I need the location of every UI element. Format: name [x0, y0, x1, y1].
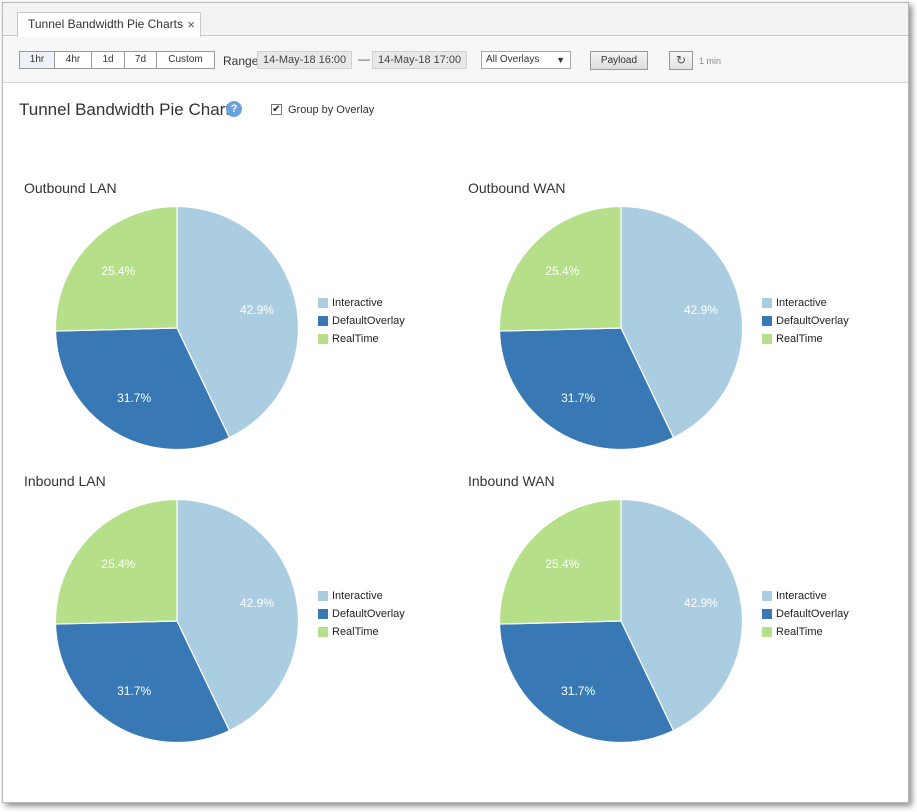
- slice-value-label: 31.7%: [117, 391, 151, 405]
- help-icon[interactable]: ?: [226, 101, 242, 117]
- pie-slice-interactive[interactable]: [176, 205, 300, 439]
- legend-item-interactive[interactable]: Interactive: [762, 587, 872, 605]
- slice-value-label: 31.7%: [117, 684, 151, 698]
- legend-label: Interactive: [776, 590, 827, 602]
- pie-slice-defaultoverlay[interactable]: [54, 327, 231, 451]
- time-button-7d[interactable]: 7d: [125, 51, 157, 69]
- chart-title-inbound-lan: Inbound LAN: [24, 473, 106, 489]
- pie-chart-inbound-wan: 42.9% 31.7% 25.4%: [498, 498, 744, 744]
- legend-swatch: [762, 627, 772, 637]
- legend-item-realtime[interactable]: RealTime: [318, 623, 428, 641]
- time-button-1hr[interactable]: 1hr: [19, 51, 55, 69]
- tab-label: Tunnel Bandwidth Pie Charts: [28, 17, 183, 31]
- pie-chart-outbound-lan: 42.9% 31.7% 25.4%: [54, 205, 300, 451]
- legend-swatch: [318, 334, 328, 344]
- refresh-interval: 1 min: [699, 56, 722, 66]
- slice-value-label: 25.4%: [101, 264, 135, 278]
- pie-slice-realtime[interactable]: [498, 205, 622, 332]
- toolbar: 1hr 4hr 1d 7d Custom Range 14-May-18 16:…: [3, 37, 908, 83]
- chevron-down-icon: ▼: [556, 55, 565, 65]
- legend-inbound-lan: Interactive DefaultOverlay RealTime: [318, 587, 428, 641]
- time-button-custom[interactable]: Custom: [157, 51, 215, 69]
- pie-slice-interactive[interactable]: [620, 498, 744, 732]
- legend-swatch: [318, 627, 328, 637]
- legend-item-realtime[interactable]: RealTime: [762, 623, 872, 641]
- legend-item-defaultoverlay[interactable]: DefaultOverlay: [762, 312, 872, 330]
- time-button-4hr[interactable]: 4hr: [55, 51, 92, 69]
- legend-label: RealTime: [332, 626, 379, 638]
- group-by-overlay-label: Group by Overlay: [288, 104, 375, 116]
- tab-bar: Tunnel Bandwidth Pie Charts ×: [3, 3, 908, 37]
- pie-slice-defaultoverlay[interactable]: [498, 327, 675, 451]
- legend-label: Interactive: [776, 297, 827, 309]
- pie-chart-outbound-wan: 42.9% 31.7% 25.4%: [498, 205, 744, 451]
- legend-item-interactive[interactable]: Interactive: [318, 587, 428, 605]
- slice-value-label: 42.9%: [684, 596, 718, 610]
- overlay-select[interactable]: All Overlays ▼: [481, 51, 571, 69]
- legend-inbound-wan: Interactive DefaultOverlay RealTime: [762, 587, 872, 641]
- legend-label: DefaultOverlay: [776, 608, 849, 620]
- pie-slice-defaultoverlay[interactable]: [54, 620, 231, 744]
- legend-label: DefaultOverlay: [332, 608, 405, 620]
- legend-label: RealTime: [776, 626, 823, 638]
- overlay-select-value: All Overlays: [486, 54, 540, 65]
- tab-tunnel-bandwidth[interactable]: Tunnel Bandwidth Pie Charts ×: [17, 12, 201, 37]
- legend-swatch: [318, 591, 328, 601]
- pie-chart-inbound-lan: 42.9% 31.7% 25.4%: [54, 498, 300, 744]
- legend-item-defaultoverlay[interactable]: DefaultOverlay: [318, 312, 428, 330]
- pie-slice-interactive[interactable]: [620, 205, 744, 439]
- legend-swatch: [762, 609, 772, 619]
- range-start-field[interactable]: 14-May-18 16:00: [257, 51, 353, 69]
- range-end-field[interactable]: 14-May-18 17:00: [372, 51, 468, 69]
- chart-title-inbound-wan: Inbound WAN: [468, 473, 555, 489]
- slice-value-label: 25.4%: [101, 557, 135, 571]
- legend-item-interactive[interactable]: Interactive: [762, 294, 872, 312]
- page-title: Tunnel Bandwidth Pie Charts: [19, 100, 239, 119]
- group-by-overlay-checkbox[interactable]: ✔: [271, 104, 282, 115]
- slice-value-label: 25.4%: [545, 264, 579, 278]
- legend-label: Interactive: [332, 590, 383, 602]
- slice-value-label: 42.9%: [240, 303, 274, 317]
- legend-item-interactive[interactable]: Interactive: [318, 294, 428, 312]
- legend-swatch: [762, 298, 772, 308]
- time-range-buttons: 1hr 4hr 1d 7d Custom: [19, 51, 215, 69]
- pie-slice-realtime[interactable]: [54, 498, 178, 625]
- slice-value-label: 42.9%: [684, 303, 718, 317]
- pie-slice-interactive[interactable]: [176, 498, 300, 732]
- legend-swatch: [318, 316, 328, 326]
- slice-value-label: 42.9%: [240, 596, 274, 610]
- legend-label: Interactive: [332, 297, 383, 309]
- legend-swatch: [318, 609, 328, 619]
- legend-label: DefaultOverlay: [776, 315, 849, 327]
- time-button-1d[interactable]: 1d: [92, 51, 125, 69]
- chart-title-outbound-wan: Outbound WAN: [468, 180, 566, 196]
- refresh-icon[interactable]: ↻: [669, 51, 693, 70]
- legend-item-realtime[interactable]: RealTime: [318, 330, 428, 348]
- legend-outbound-lan: Interactive DefaultOverlay RealTime: [318, 294, 428, 348]
- close-icon[interactable]: ×: [187, 17, 195, 32]
- payload-button[interactable]: Payload: [590, 51, 648, 70]
- legend-swatch: [762, 316, 772, 326]
- pie-slice-realtime[interactable]: [54, 205, 178, 332]
- legend-item-defaultoverlay[interactable]: DefaultOverlay: [762, 605, 872, 623]
- range-label: Range: [223, 54, 259, 68]
- legend-item-defaultoverlay[interactable]: DefaultOverlay: [318, 605, 428, 623]
- legend-label: RealTime: [776, 333, 823, 345]
- legend-swatch: [318, 298, 328, 308]
- legend-label: DefaultOverlay: [332, 315, 405, 327]
- app-window: Tunnel Bandwidth Pie Charts × 1hr 4hr 1d…: [2, 2, 909, 803]
- slice-value-label: 31.7%: [561, 684, 595, 698]
- chart-title-outbound-lan: Outbound LAN: [24, 180, 117, 196]
- pie-slice-realtime[interactable]: [498, 498, 622, 625]
- pie-slice-defaultoverlay[interactable]: [498, 620, 675, 744]
- legend-label: RealTime: [332, 333, 379, 345]
- legend-outbound-wan: Interactive DefaultOverlay RealTime: [762, 294, 872, 348]
- range-separator: —: [358, 52, 370, 66]
- slice-value-label: 31.7%: [561, 391, 595, 405]
- legend-swatch: [762, 591, 772, 601]
- legend-swatch: [762, 334, 772, 344]
- legend-item-realtime[interactable]: RealTime: [762, 330, 872, 348]
- slice-value-label: 25.4%: [545, 557, 579, 571]
